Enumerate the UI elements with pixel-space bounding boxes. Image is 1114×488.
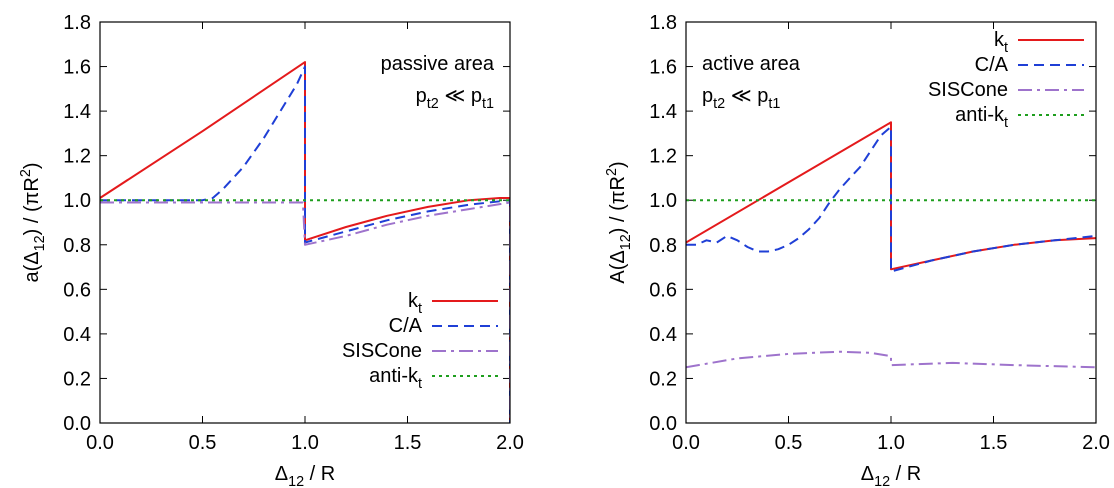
y-tick-label: 1.8 xyxy=(63,12,91,34)
legend-label: C/A xyxy=(389,315,423,337)
legend-label: C/A xyxy=(975,54,1009,76)
x-tick-label: 0.5 xyxy=(189,432,217,454)
x-tick-label: 2.0 xyxy=(1082,432,1110,454)
y-tick-label: 1.4 xyxy=(63,101,91,123)
y-tick-label: 0.8 xyxy=(63,235,91,257)
series-line-2 xyxy=(100,203,510,424)
series-line-1 xyxy=(686,127,1096,272)
x-tick-label: 2.0 xyxy=(496,432,524,454)
x-tick-label: 1.5 xyxy=(394,432,422,454)
x-tick-label: 1.0 xyxy=(877,432,905,454)
legend-label: kt xyxy=(408,290,422,317)
y-axis-label: a(Δ12) / (πR2) xyxy=(18,162,48,282)
x-tick-label: 0.0 xyxy=(86,432,114,454)
y-tick-label: 0.8 xyxy=(649,235,677,257)
legend-label: SISCone xyxy=(342,340,422,362)
chart-panel-right: 0.00.20.40.60.81.01.21.41.61.80.0 0.5 1.0 1… xyxy=(604,12,1110,488)
x-tick-label: 0.0 xyxy=(672,432,700,454)
chart-panel-left: 0.00.20.40.60.81.01.21.41.61.80.0 0.5 1.0 1… xyxy=(18,12,524,488)
y-tick-label: 1.6 xyxy=(63,57,91,79)
legend-label: kt xyxy=(994,29,1008,56)
legend-label: anti-kt xyxy=(369,365,422,392)
y-tick-label: 1.2 xyxy=(649,146,677,168)
annotation-line1: active area xyxy=(702,53,801,75)
annotation-line2: pt2 ≪ pt1 xyxy=(702,85,780,112)
y-tick-label: 0.4 xyxy=(63,324,91,346)
x-axis-label: Δ12 / R xyxy=(275,463,336,488)
legend-label: anti-kt xyxy=(955,104,1008,131)
y-tick-label: 1.0 xyxy=(649,190,677,212)
legend: ktC/A SISCone anti-kt xyxy=(342,290,498,392)
y-tick-label: 0.6 xyxy=(63,279,91,301)
y-tick-label: 0.6 xyxy=(649,279,677,301)
series-line-2 xyxy=(686,352,1096,368)
x-tick-label: 1.0 xyxy=(291,432,319,454)
y-tick-label: 0.2 xyxy=(649,368,677,390)
y-tick-label: 1.0 xyxy=(63,190,91,212)
y-axis-label: A(Δ12) / (πR2) xyxy=(604,161,634,283)
y-tick-label: 1.6 xyxy=(649,57,677,79)
legend-label: SISCone xyxy=(928,79,1008,101)
y-tick-label: 1.2 xyxy=(63,146,91,168)
y-tick-label: 0.4 xyxy=(649,324,677,346)
annotation-line1: passive area xyxy=(381,53,495,75)
x-tick-label: 1.5 xyxy=(980,432,1008,454)
legend: ktC/A SISCone anti-kt xyxy=(928,29,1084,131)
x-axis-label: Δ12 / R xyxy=(861,463,922,488)
x-tick-label: 0.5 xyxy=(775,432,803,454)
y-tick-label: 0.2 xyxy=(63,368,91,390)
y-tick-label: 1.4 xyxy=(649,101,677,123)
y-tick-label: 1.8 xyxy=(649,12,677,34)
annotation-line2: pt2 ≪ pt1 xyxy=(416,85,494,112)
